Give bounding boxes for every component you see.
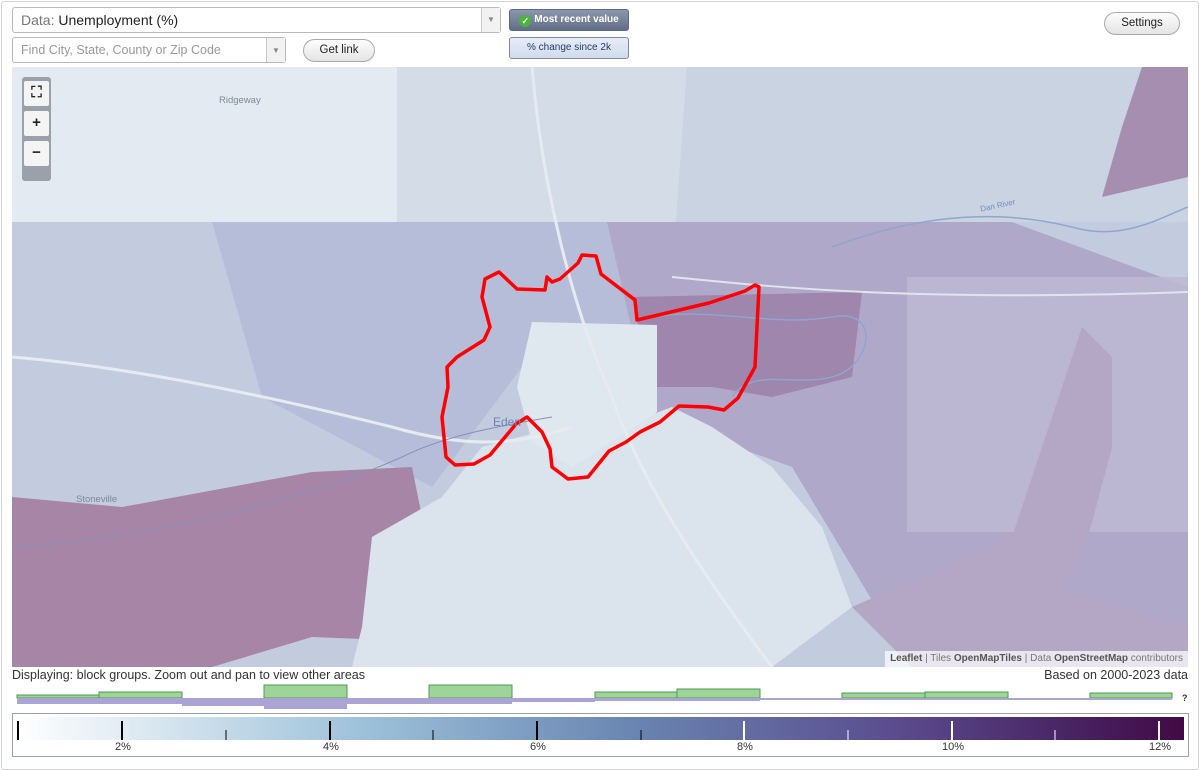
map-view[interactable]: ⛶ + − Ridgeway Eden Stoneville Dan River… bbox=[12, 67, 1188, 667]
region-center-light bbox=[517, 322, 657, 467]
place-label-stoneville: Stoneville bbox=[76, 494, 118, 505]
most-recent-label: Most recent value bbox=[534, 14, 619, 25]
histogram-above bbox=[16, 684, 1173, 699]
legend-ticks bbox=[17, 721, 1160, 740]
attribution-tiles-prefix: Tiles bbox=[930, 653, 952, 664]
creek-southwest bbox=[12, 416, 553, 548]
region-south-light bbox=[352, 407, 852, 667]
location-search[interactable]: ▼ bbox=[12, 37, 286, 63]
legend-tick-label: 10% bbox=[941, 741, 965, 753]
region-east-purple bbox=[632, 292, 862, 397]
check-icon: ✓ bbox=[519, 15, 532, 27]
attribution-leaflet-link[interactable]: Leaflet bbox=[890, 653, 923, 664]
zoom-control: ⛶ + − bbox=[22, 77, 51, 181]
legend-tick-label: 4% bbox=[323, 741, 339, 753]
search-dropdown-arrow-icon[interactable]: ▼ bbox=[266, 38, 285, 62]
road-west bbox=[12, 355, 573, 444]
attribution-tiles-link[interactable]: OpenMapTiles bbox=[953, 653, 1022, 664]
settings-button[interactable]: Settings bbox=[1104, 12, 1180, 35]
legend-gradient bbox=[17, 717, 1184, 740]
river-dan bbox=[651, 313, 867, 398]
most-recent-value-toggle[interactable]: ✓ Most recent value bbox=[509, 9, 629, 31]
legend-tick-label: 8% bbox=[737, 741, 753, 753]
attribution-data-prefix: Data bbox=[1030, 653, 1052, 664]
legend-tick-label: 2% bbox=[115, 741, 131, 753]
river-upper bbox=[831, 206, 1188, 248]
region-west-center bbox=[212, 222, 672, 487]
displaying-note: Displaying: block groups. Zoom out and p… bbox=[12, 668, 365, 682]
dropdown-arrow-icon[interactable]: ▼ bbox=[481, 8, 500, 32]
fullscreen-icon[interactable]: ⛶ bbox=[24, 81, 49, 106]
map-attribution: Leaflet | Tiles OpenMapTiles | Data Open… bbox=[885, 651, 1188, 667]
location-search-input[interactable] bbox=[13, 38, 263, 62]
region-southeast bbox=[852, 327, 1188, 667]
distribution-histogram: ? bbox=[16, 684, 1188, 709]
pct-change-toggle[interactable]: % change since 2k bbox=[509, 37, 629, 59]
highlighted-area-outline bbox=[440, 253, 761, 481]
histogram-unknown-marker: ? bbox=[1182, 693, 1188, 703]
legend-tick-label: 6% bbox=[530, 741, 546, 753]
data-select-prefix: Data: bbox=[21, 12, 55, 28]
choropleth-svg bbox=[12, 67, 1188, 667]
region-southwest-purple bbox=[12, 467, 442, 667]
road-east bbox=[671, 276, 1188, 297]
attribution-osm-link[interactable]: OpenStreetMap bbox=[1054, 653, 1128, 664]
histogram-below bbox=[17, 698, 1172, 709]
color-legend: 2% 4% 6% 8% 10% 12% bbox=[12, 713, 1189, 757]
legend-tick-label: 12% bbox=[1148, 741, 1172, 753]
region-east-tile bbox=[907, 277, 1188, 532]
zoom-in-button[interactable]: + bbox=[24, 111, 49, 136]
data-range-note: Based on 2000-2023 data bbox=[1044, 668, 1188, 682]
get-link-button[interactable]: Get link bbox=[303, 39, 375, 62]
zoom-out-button[interactable]: − bbox=[24, 141, 49, 166]
region-far-northeast bbox=[1102, 67, 1188, 197]
region-northwest bbox=[12, 67, 397, 222]
data-select-value: Unemployment (%) bbox=[58, 12, 179, 28]
place-label-ridgeway: Ridgeway bbox=[219, 95, 261, 106]
data-select[interactable]: Data: Unemployment (%) ▼ bbox=[12, 7, 501, 33]
place-label-eden: Eden bbox=[493, 415, 522, 429]
attribution-suffix: contributors bbox=[1130, 653, 1183, 664]
road-south bbox=[530, 67, 774, 667]
